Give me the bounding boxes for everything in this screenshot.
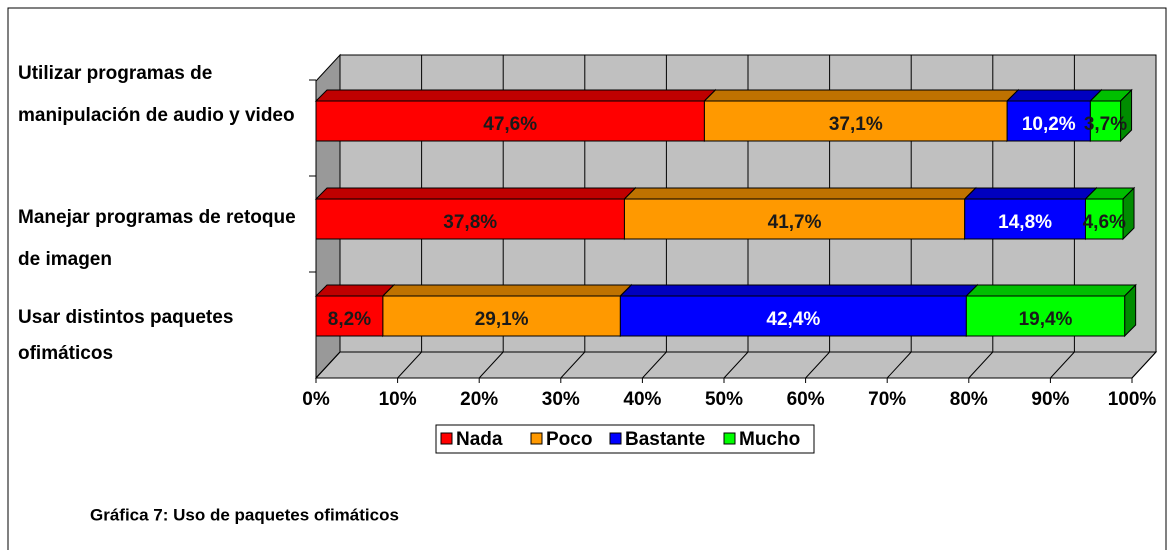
legend-label: Bastante [625, 429, 705, 450]
bar-top [965, 284, 1137, 297]
bar [315, 198, 625, 240]
legend-swatch [530, 432, 543, 445]
data-label: 42,4% [766, 309, 820, 330]
grid-line [560, 351, 586, 379]
frame [7, 7, 1167, 550]
grid-line [723, 351, 749, 379]
legend-label: Nada [456, 429, 503, 450]
grid-line [397, 351, 422, 379]
legend-label: Mucho [739, 429, 800, 450]
grid-line [886, 351, 912, 379]
grid-line [968, 351, 994, 379]
caption: Gráfica 7: Uso de paquetes ofimáticos [90, 505, 399, 524]
legend-swatch [440, 432, 453, 445]
data-label: 19,4% [1019, 309, 1073, 330]
bar [964, 198, 1086, 240]
bar [703, 100, 1008, 142]
x-tick-label: 40% [623, 389, 661, 410]
x-tick-label: 20% [460, 389, 498, 410]
x-tick-label: 80% [950, 389, 988, 410]
bar [382, 295, 621, 337]
bar [623, 198, 966, 240]
data-label: 14,8% [998, 212, 1052, 233]
x-tick-label: 30% [542, 389, 580, 410]
x-tick-label: 50% [705, 389, 743, 410]
plot: 0% 10% 20% 30% 40% 50% 60% 70% 80% 90% 100% 47,6% 37… [302, 53, 1158, 454]
data-label: 10,2% [1022, 114, 1076, 135]
legend-box [435, 424, 815, 454]
bar-top [963, 187, 1098, 200]
x-tick-label: 90% [1031, 389, 1069, 410]
data-label: 29,1% [475, 309, 529, 330]
x-tick-label: 100% [1108, 389, 1157, 410]
legend-swatch [609, 432, 622, 445]
bar-top [619, 284, 979, 297]
data-label: 8,2% [328, 309, 371, 330]
x-tick-label: 0% [302, 389, 330, 410]
bar-top [314, 187, 637, 200]
bar [315, 295, 384, 337]
data-label: 37,8% [443, 212, 497, 233]
bar-top [623, 187, 977, 200]
grid-line [642, 351, 667, 379]
bar [1089, 100, 1122, 142]
bar-top [314, 284, 396, 297]
category-label: Manejar programas de retoque de imagen [18, 207, 296, 270]
bar-top [314, 89, 717, 102]
data-label: 4,6% [1083, 212, 1126, 233]
data-label: 3,7% [1084, 114, 1127, 135]
grid-line [315, 351, 341, 379]
data-label: 37,1% [829, 114, 883, 135]
data-label: 41,7% [768, 212, 822, 233]
grid-line [1131, 351, 1157, 379]
x-tick-label: 10% [379, 389, 417, 410]
bar-top [381, 284, 633, 297]
grid-line [478, 351, 504, 379]
x-tick-label: 70% [868, 389, 906, 410]
bar [1084, 198, 1124, 240]
x-tick-label: 60% [787, 389, 825, 410]
category-label: Utilizar programas de manipulación de au… [18, 63, 295, 126]
category-label: Usar distintos paquetes ofimáticos [18, 307, 234, 364]
bar [315, 100, 705, 142]
bar-top [1005, 89, 1103, 102]
bar [965, 295, 1126, 337]
data-label: 47,6% [483, 114, 537, 135]
legend-label: Poco [546, 429, 592, 450]
bar [1006, 100, 1091, 142]
legend-swatch [723, 432, 736, 445]
grid-line [1050, 351, 1075, 379]
bar-top [703, 89, 1020, 102]
grid-line [805, 351, 830, 379]
